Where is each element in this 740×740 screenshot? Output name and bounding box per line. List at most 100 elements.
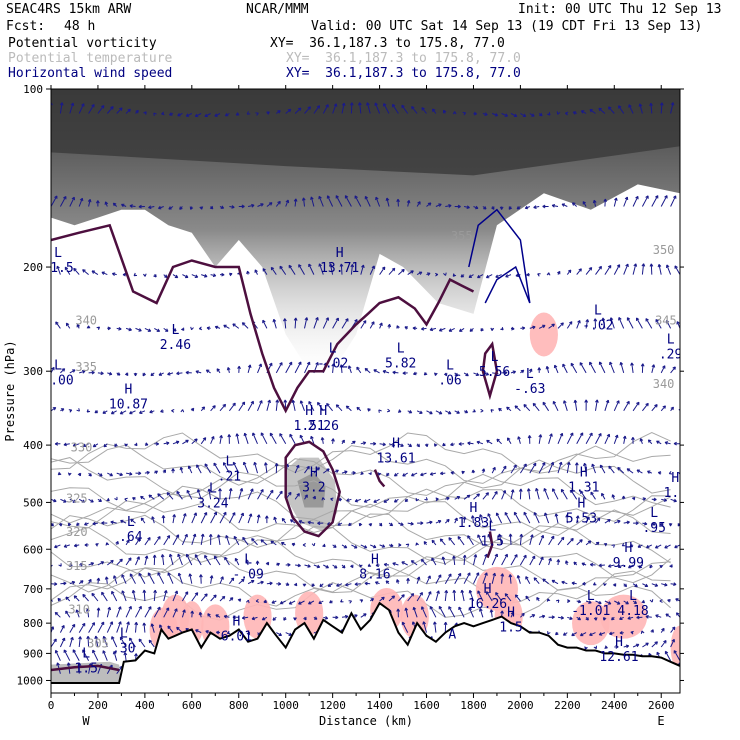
theta-contour-360 [51, 432, 671, 474]
theta-label-3: 325 [66, 491, 88, 505]
x-tick-label: 2000 [507, 699, 534, 712]
wind-vector [204, 113, 211, 117]
wind-vector [623, 263, 629, 275]
wind-vector [440, 471, 446, 476]
wind-vector [341, 614, 349, 619]
wind-vector [208, 533, 213, 545]
wind-vector [539, 614, 546, 619]
wind-vector [373, 498, 380, 503]
wind-vector [291, 399, 296, 411]
wind-vector [344, 195, 352, 207]
wind-vector [323, 564, 330, 569]
wind-vector [360, 544, 368, 549]
y-tick-label: 600 [23, 543, 43, 556]
wind-vector [482, 492, 489, 500]
wind-vector [266, 581, 273, 586]
wind-vector [429, 605, 437, 618]
wind-vector [69, 623, 76, 633]
wind-vector [285, 632, 292, 636]
wind-vector [332, 103, 338, 114]
west-end-label: W [82, 714, 90, 728]
wind-vector [621, 542, 626, 547]
wind-vector [613, 400, 620, 412]
wind-vector [557, 432, 564, 444]
wind-vector [304, 361, 311, 374]
wind-vector [650, 629, 654, 633]
x-tick-label: 1400 [366, 699, 393, 712]
wind-vector [65, 596, 71, 602]
wind-vector [407, 592, 415, 602]
wind-vector [422, 621, 427, 633]
wind-vector [351, 440, 356, 445]
wind-vector [450, 471, 455, 475]
wind-vector [487, 513, 493, 524]
wind-vector [210, 273, 217, 278]
wind-vector [396, 608, 401, 618]
wind-vector [507, 437, 512, 445]
wind-vector [595, 600, 602, 605]
wind-vector [599, 464, 606, 474]
pv-extremum-value-8: 3.2 [302, 481, 325, 496]
wind-vector [670, 498, 677, 503]
wind-vector [195, 370, 202, 374]
wind-vector [501, 465, 507, 474]
wind-vector [398, 443, 404, 447]
wind-vector [84, 522, 89, 526]
wind-vector [190, 407, 195, 412]
wind-vector [209, 575, 214, 584]
pv-extremum-value-11: 1.51 [294, 419, 325, 434]
forecast-hour-label: Fcst: [6, 19, 46, 34]
wind-vector [435, 203, 442, 207]
wind-vector [144, 537, 151, 546]
wind-vector [486, 591, 493, 602]
wind-vector [102, 635, 108, 648]
wind-vector [416, 271, 423, 276]
wind-vector [135, 538, 141, 546]
wind-vector [426, 202, 432, 207]
pv-extremum-value-13: 13.61 [376, 452, 415, 467]
wind-vector [168, 206, 174, 210]
pv-extremum-value-20: 1.5 [480, 535, 503, 550]
wind-vector [593, 617, 598, 621]
wind-vector [257, 363, 262, 374]
wind-vector [237, 365, 241, 373]
wind-vector [311, 542, 316, 547]
wind-vector [557, 461, 563, 474]
wind-vector [566, 461, 571, 474]
wind-vector [571, 202, 578, 207]
wind-vector [401, 104, 409, 114]
wind-vector [434, 372, 438, 376]
wind-vector [566, 537, 574, 546]
wind-vector [570, 362, 578, 374]
wind-vector [676, 612, 680, 618]
wind-vector [124, 497, 128, 502]
wind-vector [356, 366, 362, 374]
wind-vector [345, 582, 352, 587]
wind-vector [294, 464, 300, 474]
wind-vector [206, 326, 211, 331]
wind-vector [320, 437, 325, 444]
wind-vector [177, 553, 183, 566]
wind-vector [640, 630, 645, 634]
wind-vector [147, 572, 155, 584]
wind-vector [533, 205, 540, 209]
wind-vector [200, 406, 206, 412]
wind-vector [547, 631, 551, 635]
wind-vector [617, 466, 625, 474]
wind-vector [200, 437, 207, 445]
wind-vector [420, 558, 427, 566]
pv-extremum-value-6: 3.24 [197, 496, 228, 511]
wind-vector [69, 102, 75, 114]
pv-extremum-value-15: 8.16 [359, 568, 390, 583]
wind-vector [510, 464, 517, 474]
wind-vector [495, 274, 502, 278]
wind-vector [651, 195, 659, 207]
wind-vector [525, 595, 531, 602]
wind-vector [88, 103, 95, 114]
wind-vector [660, 405, 666, 412]
wind-vector [121, 590, 127, 602]
wind-vector [576, 616, 582, 621]
wind-vector [417, 521, 424, 526]
pv-extremum-symbol-18: L [526, 367, 534, 382]
wind-vector [148, 639, 155, 648]
